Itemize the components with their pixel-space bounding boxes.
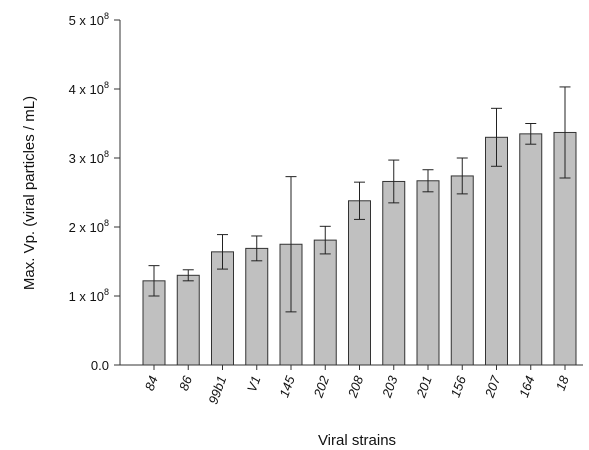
error-bar-203 bbox=[388, 159, 400, 204]
x-axis-title: Viral strains bbox=[318, 432, 396, 449]
x-tick-label: 164 bbox=[516, 374, 538, 400]
y-axis-title: Max. Vp. (viral particles / mL) bbox=[21, 96, 38, 290]
y-tick-label: 2 x 108 bbox=[69, 218, 109, 235]
error-bar-201 bbox=[422, 169, 434, 193]
x-tick-label: 203 bbox=[379, 373, 401, 400]
y-tick-label: 4 x 108 bbox=[69, 80, 109, 97]
error-bar-V1 bbox=[251, 235, 263, 262]
x-tick-label: 202 bbox=[310, 373, 332, 400]
bar-207 bbox=[485, 136, 508, 366]
x-tick-label: 145 bbox=[276, 373, 298, 399]
x-tick-label: 99b1 bbox=[205, 374, 229, 406]
x-tick-label: V1 bbox=[244, 374, 264, 394]
x-tick-label: 84 bbox=[142, 374, 161, 393]
bar-V1 bbox=[245, 247, 269, 366]
error-bar-145 bbox=[285, 176, 297, 313]
bar-156 bbox=[450, 175, 474, 366]
bar-208 bbox=[348, 200, 371, 366]
bars-group bbox=[142, 131, 577, 366]
x-ticks-group: 84 86 99b1 V1 145 202 208 203 201 156 207 164 18 bbox=[142, 365, 572, 406]
error-bar-164 bbox=[525, 123, 537, 145]
axes-group bbox=[119, 20, 583, 366]
error-bar-156 bbox=[456, 157, 468, 195]
bar-164 bbox=[519, 133, 543, 366]
y-tick-label: 3 x 108 bbox=[69, 149, 109, 166]
error-bar-202 bbox=[319, 225, 331, 255]
bar-86 bbox=[176, 274, 200, 366]
error-bars-group bbox=[148, 86, 571, 313]
x-tick-label: 207 bbox=[481, 373, 503, 400]
error-bar-86 bbox=[182, 269, 194, 282]
error-bar-208 bbox=[354, 181, 365, 220]
error-bar-18 bbox=[559, 86, 571, 179]
bar-202 bbox=[313, 239, 337, 366]
y-tick-label: 1 x 108 bbox=[69, 287, 109, 304]
x-tick-label: 156 bbox=[448, 373, 470, 399]
bar-201 bbox=[416, 180, 440, 366]
x-tick-label: 208 bbox=[344, 373, 366, 400]
error-bar-99b1 bbox=[217, 234, 228, 270]
x-tick-label: 201 bbox=[413, 374, 435, 400]
bar-203 bbox=[382, 180, 406, 366]
error-bar-84 bbox=[148, 265, 160, 297]
x-tick-label: 18 bbox=[553, 373, 572, 392]
y-tick-label: 5 x 108 bbox=[69, 11, 109, 28]
x-tick-label: 86 bbox=[176, 373, 195, 392]
y-ticks-group: 0.0 1 x 108 2 x 108 3 x 108 4 x 108 5 x 108 bbox=[69, 11, 120, 373]
y-tick-label: 0.0 bbox=[91, 358, 109, 373]
error-bar-207 bbox=[491, 107, 502, 167]
